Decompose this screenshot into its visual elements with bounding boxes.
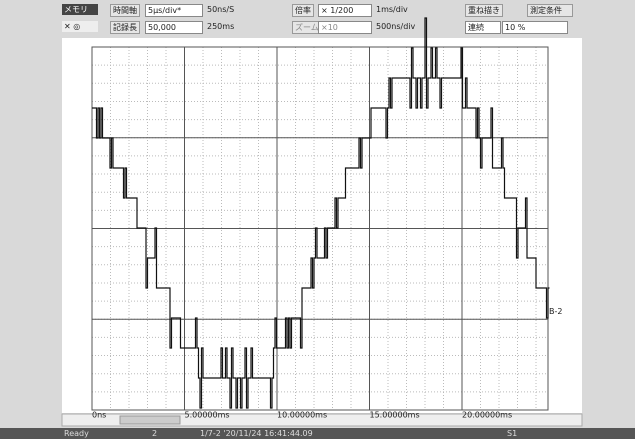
x-tick-label: 5.00000ms [185, 411, 230, 420]
dropdown[interactable]: × 1/200 [318, 4, 372, 17]
label: 倍率 [292, 4, 314, 17]
value: 250ms [207, 22, 235, 31]
button[interactable]: 重ね描き [465, 4, 503, 17]
status-bar: Ready 2 1/7-2 '20/11/24 16:41:44.09 S1 [0, 428, 635, 439]
dropdown[interactable]: ×10 [318, 21, 372, 34]
scroll-thumb[interactable] [119, 415, 181, 425]
status-file: 1/7-2 '20/11/24 16:41:44.09 [200, 429, 313, 438]
status-channel: S1 [507, 429, 518, 438]
memory-tab[interactable]: メモリ [62, 4, 98, 15]
value: 500ns/div [376, 22, 416, 31]
dropdown[interactable]: 連続 [465, 21, 501, 34]
x-tick-label: 0ns [92, 411, 106, 420]
plot-background [62, 38, 582, 413]
dropdown[interactable]: 5μs/div* [145, 4, 203, 17]
value: 1ms/div [376, 5, 408, 14]
x-tick-label: 20.00000ms [462, 411, 512, 420]
input[interactable]: 10 % [502, 21, 568, 34]
waveform [92, 17, 550, 409]
status-state: Ready [64, 429, 89, 438]
x-tick-label: 10.00000ms [277, 411, 327, 420]
status-page: 2 [152, 429, 158, 438]
trace-label: B-2 [549, 307, 562, 316]
value: 50ns/S [207, 5, 235, 14]
dropdown[interactable]: 50,000 [145, 21, 203, 34]
button[interactable]: 測定条件 [527, 4, 573, 17]
x-tick-label: 15.00000ms [370, 411, 420, 420]
scrollbar[interactable] [61, 413, 583, 427]
label: 時間軸 [110, 4, 140, 17]
icons[interactable]: ✕ ◎ [62, 21, 98, 32]
label: 記録長 [110, 21, 140, 34]
plot-frame [91, 46, 549, 411]
